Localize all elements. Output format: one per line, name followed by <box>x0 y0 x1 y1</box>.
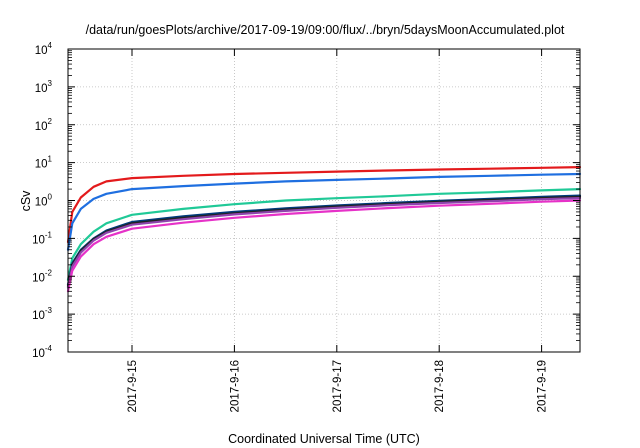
y-tick-label: 10-1 <box>32 230 52 246</box>
series-line-1 <box>66 166 582 244</box>
x-axis-ticks: 2017-9-15 2017-9-16 2017-9-17 2017-9-18 2017… <box>127 49 549 412</box>
y-tick-label: 10-2 <box>32 268 52 284</box>
series-line-7 <box>66 199 582 293</box>
series-line-5 <box>66 195 582 288</box>
y-tick-label: 10-4 <box>32 344 52 360</box>
x-axis-label: Coordinated Universal Time (UTC) <box>228 432 420 446</box>
y-tick-label: 101 <box>35 155 53 171</box>
y-tick-label: 104 <box>35 41 53 57</box>
x-tick-label: 2017-9-18 <box>434 360 446 412</box>
series-lines <box>66 166 582 293</box>
y-tick-label: 10-3 <box>32 306 52 322</box>
y-tick-label: 103 <box>35 79 53 95</box>
y-axis-label: cSv <box>19 190 33 212</box>
y-tick-label: 102 <box>35 117 53 133</box>
series-line-6 <box>66 197 582 289</box>
x-tick-label: 2017-9-16 <box>229 360 241 412</box>
x-tick-label: 2017-9-15 <box>127 360 139 412</box>
x-tick-label: 2017-9-19 <box>537 360 549 412</box>
x-tick-label: 2017-9-17 <box>332 360 344 412</box>
series-line-3 <box>66 188 582 281</box>
y-axis-ticks: 10-4 10-3 10-2 10-1 100 101 102 103 104 <box>32 41 580 360</box>
series-line-2 <box>66 172 582 251</box>
y-tick-label: 100 <box>35 193 53 209</box>
chart-title: /data/run/goesPlots/archive/2017-09-19/0… <box>86 23 565 37</box>
